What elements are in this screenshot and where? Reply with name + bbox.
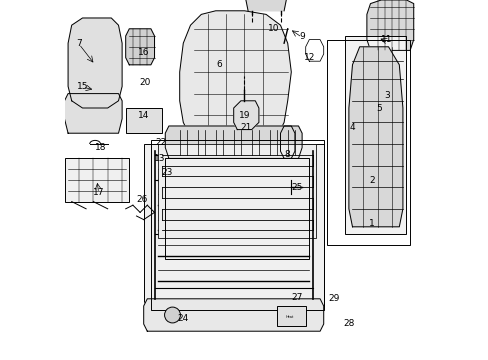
Text: 18: 18: [95, 143, 106, 152]
Circle shape: [164, 307, 180, 323]
Bar: [276, 306, 305, 326]
Text: 1: 1: [368, 219, 374, 228]
Text: 24: 24: [177, 314, 188, 323]
Text: 13: 13: [154, 154, 165, 163]
Text: 29: 29: [328, 294, 340, 303]
Text: 23: 23: [161, 168, 172, 177]
Text: 21: 21: [240, 123, 251, 132]
Polygon shape: [179, 11, 291, 144]
Text: 5: 5: [376, 104, 382, 113]
Text: 20: 20: [140, 78, 151, 87]
Text: 28: 28: [343, 320, 354, 328]
Bar: [345, 36, 406, 234]
Polygon shape: [244, 0, 287, 11]
Text: 9: 9: [299, 32, 305, 41]
Text: 25: 25: [290, 183, 302, 192]
Text: 22: 22: [155, 138, 166, 147]
Text: 12: 12: [303, 53, 314, 62]
Text: 11: 11: [380, 35, 392, 44]
Polygon shape: [348, 47, 402, 227]
Text: 16: 16: [138, 48, 149, 57]
Text: 4: 4: [349, 123, 355, 132]
Text: 17: 17: [93, 188, 104, 197]
Text: 10: 10: [267, 24, 279, 33]
Bar: [151, 140, 323, 310]
Text: 14: 14: [138, 111, 149, 120]
Bar: [326, 40, 409, 245]
Text: 19: 19: [238, 111, 250, 120]
Polygon shape: [68, 18, 122, 108]
Polygon shape: [366, 0, 413, 50]
Bar: [143, 144, 323, 306]
Text: 27: 27: [290, 292, 302, 302]
Bar: [158, 144, 316, 238]
Bar: [64, 158, 129, 202]
Text: 6: 6: [216, 60, 222, 69]
Polygon shape: [125, 29, 154, 65]
Bar: [125, 108, 162, 133]
Text: 8: 8: [284, 150, 290, 159]
Text: 3: 3: [383, 91, 389, 100]
Text: 7: 7: [76, 39, 81, 48]
Bar: [165, 158, 309, 259]
Polygon shape: [233, 101, 258, 130]
Polygon shape: [165, 126, 302, 158]
Polygon shape: [64, 94, 122, 133]
Text: 2: 2: [369, 176, 374, 185]
Text: 15: 15: [77, 82, 88, 91]
Text: 26: 26: [136, 195, 147, 204]
Polygon shape: [143, 299, 323, 331]
Text: Heat: Heat: [285, 315, 293, 319]
Polygon shape: [162, 140, 305, 234]
